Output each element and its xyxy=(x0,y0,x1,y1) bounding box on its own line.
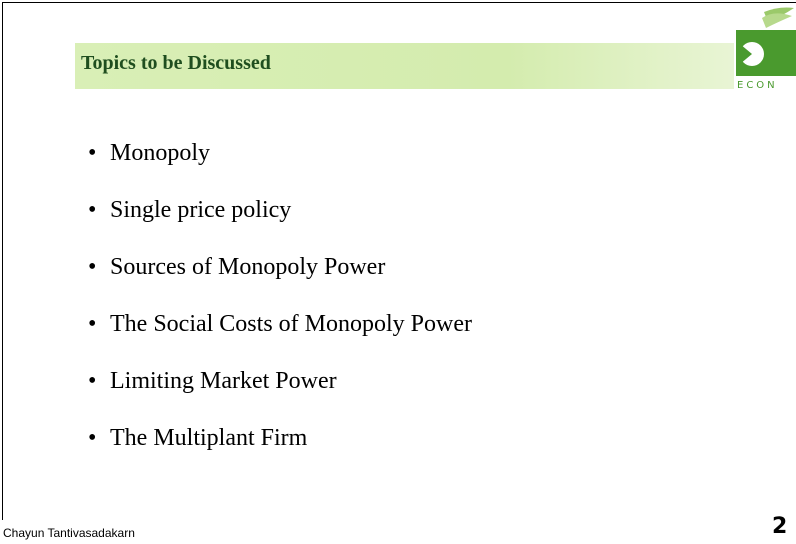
title-band xyxy=(75,43,796,89)
slide-title: Topics to be Discussed xyxy=(81,52,271,74)
page-number: 2 xyxy=(772,514,788,539)
bullet: Limiting Market Power xyxy=(88,363,472,420)
logo-leaf xyxy=(762,13,792,28)
bullet: The Multiplant Firm xyxy=(88,420,472,477)
logo: ECON xyxy=(734,4,796,92)
frame-line xyxy=(2,2,3,520)
logo-gear-cut xyxy=(740,44,752,64)
bullet: Monopoly xyxy=(88,135,472,192)
frame-line xyxy=(2,2,796,3)
footer-author: Chayun Tantivasadakarn xyxy=(3,526,135,540)
logo-text: ECON xyxy=(737,80,778,91)
bullet: The Social Costs of Monopoly Power xyxy=(88,306,472,363)
bullet-list: Monopoly Single price policy Sources of … xyxy=(88,135,472,477)
bullet: Single price policy xyxy=(88,192,472,249)
bullet: Sources of Monopoly Power xyxy=(88,249,472,306)
